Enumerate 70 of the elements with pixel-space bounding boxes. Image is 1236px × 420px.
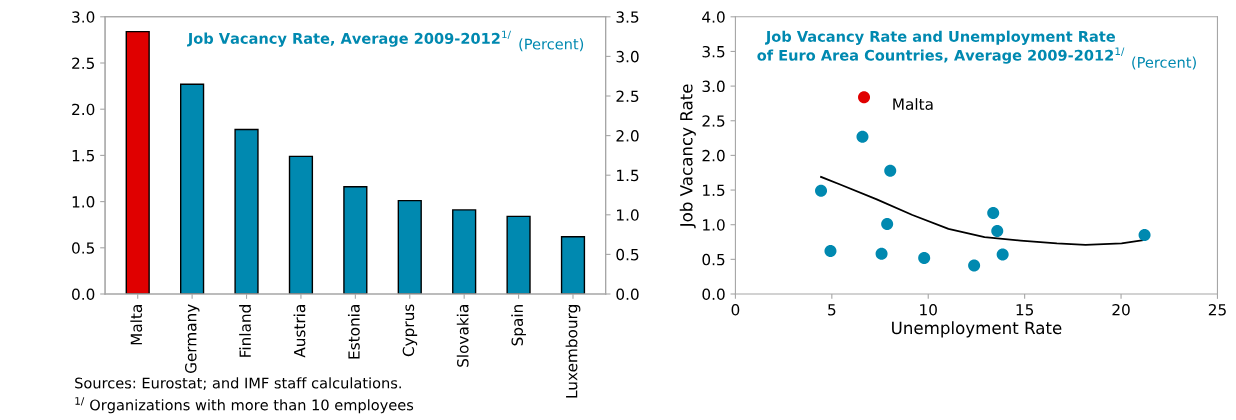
y-tick-label: 2.5 — [72, 57, 94, 70]
text: (Percent) — [1132, 56, 1196, 70]
point — [1138, 229, 1151, 242]
text: $^{1/}$ Organizations with more than 10 employees — [75, 397, 414, 414]
x-tick-label: 20 — [1112, 303, 1130, 316]
x-tick-label: Finland — [239, 305, 251, 357]
point — [884, 164, 897, 177]
y-tick-label: 0.0 — [702, 288, 725, 301]
bar — [452, 209, 477, 294]
point — [875, 247, 888, 260]
y-tick-label: 0.0 — [72, 288, 95, 301]
point — [987, 206, 1000, 219]
y-tick-label: 0.5 — [702, 253, 725, 266]
y2-tick-label: 1.0 — [617, 209, 639, 221]
x-tick-label: Slovakia — [456, 305, 469, 367]
y2-tick-label: 0.0 — [616, 288, 639, 301]
point — [918, 251, 931, 264]
bar — [506, 215, 531, 294]
y2-tick-label: 2.0 — [616, 130, 639, 142]
y-tick-label: 4.0 — [702, 11, 725, 23]
y-tick-label: 3.0 — [702, 80, 725, 93]
y-tick-label: 2.0 — [72, 103, 95, 116]
point — [856, 130, 869, 143]
point — [881, 217, 894, 231]
bar — [397, 199, 422, 294]
point — [824, 245, 837, 258]
y-axis-title: Job Vacancy Rate — [679, 84, 696, 229]
text: (Percent) — [519, 38, 584, 52]
x-tick-label: 10 — [920, 303, 937, 316]
point — [968, 259, 981, 272]
text: Job Vacancy Rate and Unemployment Rate of Euro Area Countries, Average 2009-2012$^{1/}$ — [757, 30, 1125, 64]
x-tick-label: Spain — [511, 305, 526, 346]
source-note: Sources: Eurostat; and IMF staff calculations. — [75, 377, 401, 391]
y2-tick-label: 3.0 — [616, 50, 639, 63]
y-tick-label: 1.5 — [72, 150, 94, 162]
x-axis-title: Unemployment Rate — [892, 321, 1062, 338]
bar — [343, 186, 368, 294]
y2-tick-label: 2.5 — [616, 90, 639, 103]
text: Job Vacancy Rate, Average 2009-2012$^{1/}$ — [187, 30, 511, 47]
bar — [234, 128, 259, 294]
x-tick-label: 15 — [1016, 304, 1034, 316]
y-tick-label: 3.5 — [702, 45, 725, 58]
y-tick-label: 0.5 — [72, 242, 94, 254]
point — [858, 91, 871, 104]
x-tick-label: Luxembourg — [565, 305, 581, 398]
x-tick-label: Estonia — [347, 305, 360, 359]
y-tick-label: 1.5 — [703, 184, 725, 197]
bar — [179, 83, 205, 294]
bar — [288, 155, 314, 294]
y-tick-label: 3.0 — [72, 11, 95, 23]
annotation: Malta — [893, 98, 933, 110]
y2-tick-label: 0.5 — [616, 248, 639, 261]
x-tick-label: 5 — [828, 304, 836, 316]
x-tick-label: Malta — [130, 305, 143, 345]
y2-tick-label: 3.5 — [616, 11, 639, 23]
y2-tick-label: 1.5 — [617, 169, 639, 182]
bar — [560, 236, 586, 294]
x-tick-label: 0 — [731, 303, 740, 316]
point — [815, 184, 828, 197]
y-tick-label: 2.0 — [702, 149, 725, 162]
y-tick-label: 1.0 — [72, 196, 95, 208]
x-tick-label: 25 — [1208, 303, 1226, 316]
x-tick-label: Austria — [293, 305, 306, 358]
point — [996, 248, 1009, 261]
bar — [125, 30, 150, 294]
y-tick-label: 1.0 — [703, 219, 725, 231]
x-tick-label: Germany — [184, 304, 200, 374]
y-tick-label: 2.5 — [702, 115, 725, 127]
point — [991, 224, 1004, 237]
x-tick-label: Cyprus — [402, 304, 418, 357]
